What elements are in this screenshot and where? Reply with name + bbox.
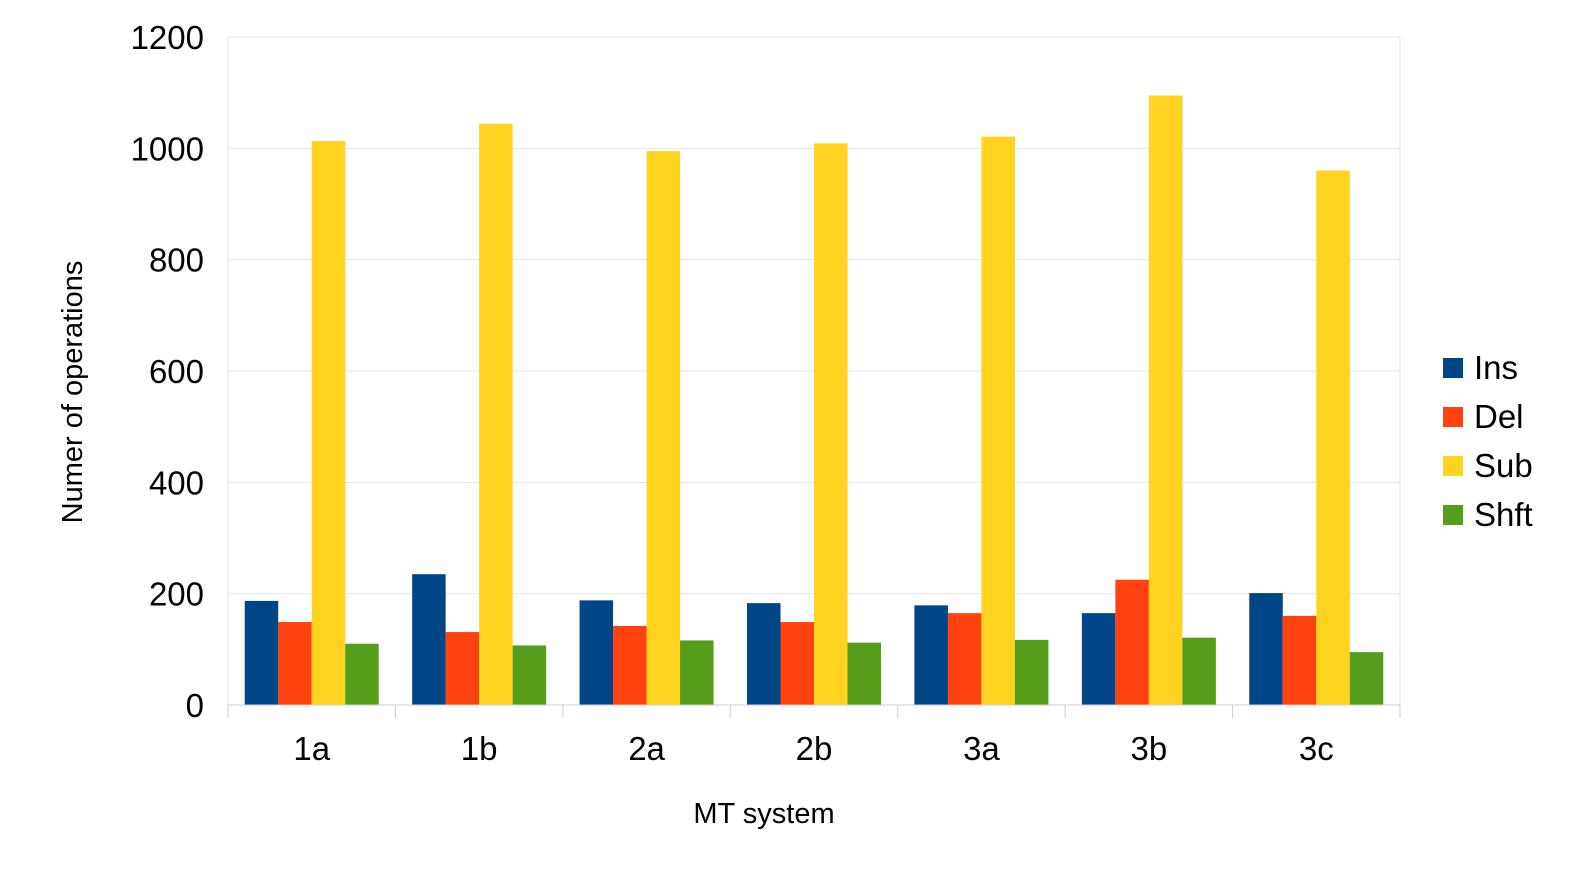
bar-del-3c [1282, 615, 1317, 705]
x-tick-label-2b: 2b [796, 730, 833, 767]
bar-ins-2b [747, 603, 781, 705]
bar-shft-2a [680, 640, 714, 705]
legend-swatch-del [1443, 407, 1463, 427]
legend-label-del: Del [1474, 398, 1524, 435]
y-tick-label-600: 600 [149, 353, 204, 390]
bar-shft-1b [512, 645, 547, 705]
bar-ins-3c [1249, 593, 1283, 705]
y-tick-label-400: 400 [149, 464, 204, 501]
x-tick-label-3b: 3b [1130, 730, 1167, 767]
x-tick-label-1a: 1a [293, 730, 330, 767]
legend-label-sub: Sub [1474, 447, 1533, 484]
y-tick-label-1000: 1000 [131, 130, 204, 167]
bar-sub-2b [814, 143, 848, 705]
x-tick-label-3c: 3c [1299, 730, 1334, 767]
y-tick-label-1200: 1200 [131, 19, 204, 56]
y-tick-label-0: 0 [186, 687, 204, 724]
legend: Ins Del Sub Shft [1443, 349, 1533, 533]
bar-ins-3a [914, 605, 948, 705]
bar-del-3a [947, 613, 982, 705]
bar-shft-2b [847, 642, 881, 705]
bar-sub-1a [311, 141, 346, 705]
bar-sub-3b [1148, 95, 1183, 705]
bar-del-2b [780, 622, 814, 705]
y-tick-label-800: 800 [149, 242, 204, 279]
bar-sub-2a [646, 151, 681, 705]
legend-swatch-ins [1443, 358, 1463, 378]
bar-sub-3a [981, 136, 1015, 706]
legend-label-ins: Ins [1474, 349, 1518, 386]
bar-sub-3c [1316, 170, 1350, 706]
bar-shft-3a [1014, 639, 1049, 705]
x-tick-label-2a: 2a [628, 730, 665, 767]
bar-shft-3c [1349, 652, 1384, 705]
bar-del-2a [613, 625, 647, 705]
bar-shft-3b [1182, 637, 1216, 705]
legend-swatch-shft [1443, 505, 1463, 525]
legend-label-shft: Shft [1474, 496, 1533, 533]
y-axis-tick-labels: 0 200 400 600 800 1000 1200 [131, 19, 204, 724]
x-tick-label-3a: 3a [963, 730, 1000, 767]
bar-shft-1a [345, 643, 379, 705]
bar-del-1a [278, 622, 312, 705]
bars [244, 95, 1384, 706]
bar-del-1b [445, 632, 480, 705]
x-axis-title: MT system [693, 798, 834, 830]
bar-del-3b [1115, 579, 1149, 705]
y-tick-label-200: 200 [149, 576, 204, 613]
bar-sub-1b [479, 123, 513, 706]
y-axis-title: Numer of operations [57, 261, 89, 524]
bar-ins-2a [579, 600, 614, 705]
bar-ins-1a [244, 600, 279, 705]
x-axis: 1a 1b 2a 2b 3a 3b 3c [227, 704, 1401, 767]
x-tick-label-1b: 1b [461, 730, 498, 767]
bar-ins-3b [1081, 613, 1116, 705]
bar-ins-1b [412, 574, 446, 705]
legend-swatch-sub [1443, 456, 1463, 476]
